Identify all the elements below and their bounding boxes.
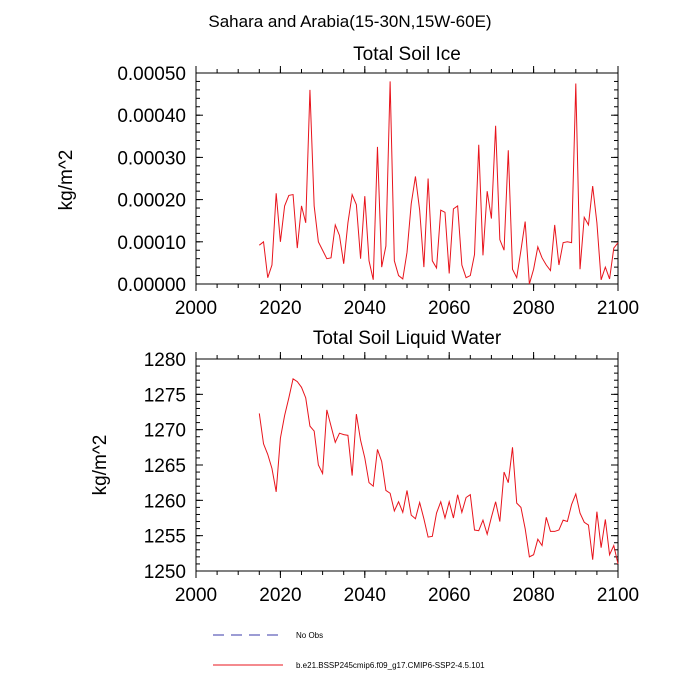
- soil-ice-ylabel: kg/m^2: [56, 150, 77, 211]
- x-tick-label: 2020: [259, 298, 301, 319]
- x-tick-label: 2000: [175, 585, 217, 606]
- soil-liquid-ticks: [195, 352, 619, 578]
- soil-ice-x-tick-labels: 2000 2020 2040 2060 2080 2100: [175, 298, 639, 319]
- x-tick-label: 2040: [344, 298, 386, 319]
- y-tick-label: 0.00030: [117, 148, 186, 169]
- x-tick-label: 2060: [428, 298, 470, 319]
- soil-liquid-title: Total Soil Liquid Water: [313, 328, 502, 349]
- soil-liquid-x-tick-labels: 2000 2020 2040 2060 2080 2100: [175, 585, 639, 606]
- y-tick-label: 0.00040: [117, 106, 186, 127]
- x-tick-label: 2080: [512, 298, 554, 319]
- x-tick-label: 2080: [512, 585, 554, 606]
- soil-ice-ticks: [195, 66, 619, 291]
- y-tick-label: 1260: [144, 491, 186, 512]
- x-tick-label: 2040: [344, 585, 386, 606]
- y-tick-label: 1265: [144, 456, 186, 477]
- legend: No Obs b.e21.BSSP245cmip6.f09_g17.CMIP6-…: [213, 631, 485, 670]
- x-tick-label: 2000: [175, 298, 217, 319]
- soil-ice-title: Total Soil Ice: [353, 44, 461, 65]
- y-tick-label: 1270: [144, 421, 186, 442]
- x-tick-label: 2100: [597, 585, 639, 606]
- figure-suptitle: Sahara and Arabia(15-30N,15W-60E): [208, 12, 491, 31]
- x-tick-label: 2060: [428, 585, 470, 606]
- y-tick-label: 0.00000: [117, 275, 186, 296]
- legend-series-label: b.e21.BSSP245cmip6.f09_g17.CMIP6-SSP2-4.…: [296, 661, 485, 670]
- x-tick-label: 2100: [597, 298, 639, 319]
- y-tick-label: 1280: [144, 350, 186, 371]
- soil-ice-y-tick-labels: 0.00000 0.00010 0.00020 0.00030 0.00040 0.000…: [117, 64, 186, 296]
- legend-no-obs-label: No Obs: [296, 631, 323, 640]
- soil-liquid-panel: Total Soil Liquid Water kg/m^2 125012551…: [90, 328, 639, 606]
- soil-liquid-ylabel: kg/m^2: [90, 435, 111, 496]
- y-tick-label: 1275: [144, 385, 186, 406]
- y-tick-label: 1255: [144, 527, 186, 548]
- y-tick-label: 0.00010: [117, 233, 186, 254]
- soil-ice-panel: Total Soil Ice kg/m^2 0.000000.000100.00…: [56, 44, 639, 319]
- soil-liquid-series-line: [258, 377, 619, 565]
- soil-liquid-y-tick-labels: 1250 1255 1260 1265 1270 1275 1280: [144, 350, 186, 583]
- soil-liquid-plot-frame: [195, 358, 619, 572]
- y-tick-label: 0.00020: [117, 191, 186, 212]
- x-tick-label: 2020: [259, 585, 301, 606]
- y-tick-label: 0.00050: [117, 64, 186, 85]
- soil-ice-series-line: [258, 81, 619, 285]
- y-tick-label: 1250: [144, 562, 186, 583]
